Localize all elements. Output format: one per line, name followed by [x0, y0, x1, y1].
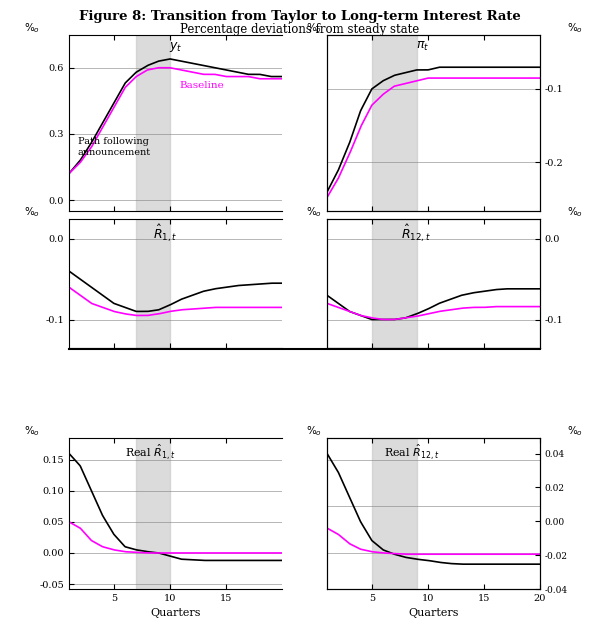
Text: $\%_o$: $\%_o$ — [24, 205, 40, 219]
Text: Real $\hat{R}_{12,t}$: Real $\hat{R}_{12,t}$ — [385, 442, 440, 462]
Text: $\%_o$: $\%_o$ — [24, 21, 40, 35]
Text: $y_t$: $y_t$ — [169, 40, 182, 54]
Text: $\%_o$: $\%_o$ — [567, 425, 583, 438]
Text: $\%_o$: $\%_o$ — [567, 21, 583, 35]
Text: $\pi_t$: $\pi_t$ — [416, 40, 430, 53]
Text: Real $\hat{R}_{1,t}$: Real $\hat{R}_{1,t}$ — [125, 442, 175, 462]
Bar — [136, 438, 170, 589]
Text: Path following
announcement: Path following announcement — [77, 137, 151, 157]
Text: $\%_o$: $\%_o$ — [306, 205, 322, 219]
Text: $\hat{R}_{12,t}$: $\hat{R}_{12,t}$ — [401, 222, 431, 244]
X-axis label: Quarters: Quarters — [150, 609, 201, 619]
Bar — [372, 219, 416, 348]
Text: $\%_o$: $\%_o$ — [306, 21, 322, 35]
Text: Figure 8: Transition from Taylor to Long-term Interest Rate: Figure 8: Transition from Taylor to Long… — [79, 10, 521, 23]
Text: $\%_o$: $\%_o$ — [567, 205, 583, 219]
Text: $\%_o$: $\%_o$ — [306, 425, 322, 438]
X-axis label: Quarters: Quarters — [408, 609, 459, 619]
Bar — [372, 35, 416, 211]
Text: Percentage deviations from steady state: Percentage deviations from steady state — [181, 23, 419, 37]
Text: $\%_o$: $\%_o$ — [24, 425, 40, 438]
Text: Baseline: Baseline — [180, 81, 224, 89]
Bar — [372, 438, 416, 589]
Text: $\hat{R}_{1,t}$: $\hat{R}_{1,t}$ — [152, 222, 177, 244]
Bar — [136, 35, 170, 211]
Bar — [136, 219, 170, 348]
